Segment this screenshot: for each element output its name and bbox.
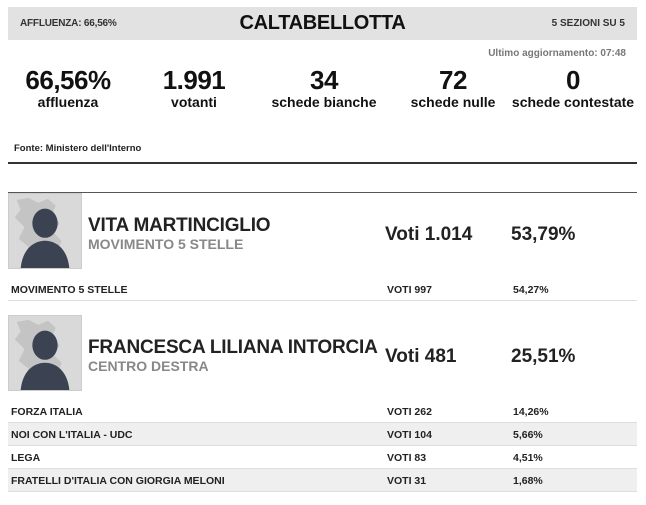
- list-votes: VOTI 104: [387, 429, 432, 441]
- avatar-placeholder-icon: [8, 193, 82, 269]
- candidate-card[interactable]: VITA MARTINCIGLIO MOVIMENTO 5 STELLE Vot…: [8, 193, 637, 271]
- candidate-percentage: 25,51%: [511, 346, 576, 367]
- list-row: FORZA ITALIA VOTI 262 14,26%: [8, 400, 637, 423]
- last-updated: Ultimo aggiornamento: 07:48: [488, 48, 626, 59]
- stat-schede-contestate: 0 schede contestate: [508, 66, 638, 110]
- list-party: FRATELLI D'ITALIA CON GIORGIA MELONI: [11, 475, 225, 487]
- list-percentage: 5,66%: [513, 429, 543, 441]
- list-votes: VOTI 31: [387, 475, 427, 487]
- candidate-votes: Voti 1.014: [385, 224, 473, 245]
- candidate-card[interactable]: FRANCESCA LILIANA INTORCIA CENTRO DESTRA…: [8, 315, 637, 393]
- stat-value: 0: [566, 65, 580, 95]
- list-party: FORZA ITALIA: [11, 406, 83, 418]
- list-row: FRATELLI D'ITALIA CON GIORGIA MELONI VOT…: [8, 469, 637, 492]
- list-row: MOVIMENTO 5 STELLE VOTI 997 54,27%: [8, 278, 637, 301]
- stat-label: affluenza: [37, 94, 99, 110]
- candidate-party: CENTRO DESTRA: [88, 358, 209, 374]
- stat-value: 72: [439, 65, 467, 95]
- stat-votanti: 1.991 votanti: [144, 66, 244, 110]
- list-party: NOI CON L'ITALIA - UDC: [11, 429, 133, 441]
- list-votes: VOTI 997: [387, 284, 432, 296]
- candidate-name: VITA MARTINCIGLIO: [88, 215, 271, 236]
- stat-label: votanti: [171, 94, 217, 110]
- list-votes: VOTI 83: [387, 452, 427, 464]
- avatar-placeholder-icon: [8, 315, 82, 391]
- stat-schede-nulle: 72 schede nulle: [398, 66, 508, 110]
- stat-label: schede contestate: [511, 94, 635, 110]
- stat-label: schede nulle: [410, 94, 496, 110]
- stat-affluenza: 66,56% affluenza: [8, 66, 128, 110]
- list-percentage: 14,26%: [513, 406, 549, 418]
- stat-schede-bianche: 34 schede bianche: [254, 66, 394, 110]
- list-row: NOI CON L'ITALIA - UDC VOTI 104 5,66%: [8, 423, 637, 446]
- stat-value: 1.991: [162, 65, 226, 95]
- stats-summary: 66,56% affluenza 1.991 votanti 34 schede…: [8, 66, 637, 118]
- candidate-votes: Voti 481: [385, 346, 457, 367]
- list-percentage: 54,27%: [513, 284, 549, 296]
- list-percentage: 4,51%: [513, 452, 543, 464]
- candidate-percentage: 53,79%: [511, 224, 576, 245]
- header-sezioni: 5 SEZIONI SU 5: [551, 18, 625, 29]
- candidate-name: FRANCESCA LILIANA INTORCIA: [88, 337, 378, 358]
- list-party: MOVIMENTO 5 STELLE: [11, 284, 128, 296]
- candidate-party: MOVIMENTO 5 STELLE: [88, 236, 244, 252]
- list-votes: VOTI 262: [387, 406, 432, 418]
- stat-value: 34: [310, 65, 338, 95]
- header-affluenza: AFFLUENZA: 66,56%: [20, 18, 117, 29]
- divider: [8, 192, 637, 193]
- divider: [8, 162, 637, 164]
- header-bar: AFFLUENZA: 66,56% CALTABELLOTTA 5 SEZION…: [8, 7, 637, 40]
- stat-value: 66,56%: [25, 65, 111, 95]
- source-note: Fonte: Ministero dell'Interno: [14, 143, 142, 154]
- list-percentage: 1,68%: [513, 475, 543, 487]
- list-row: LEGA VOTI 83 4,51%: [8, 446, 637, 469]
- list-party: LEGA: [11, 452, 41, 464]
- stat-label: schede bianche: [271, 94, 377, 110]
